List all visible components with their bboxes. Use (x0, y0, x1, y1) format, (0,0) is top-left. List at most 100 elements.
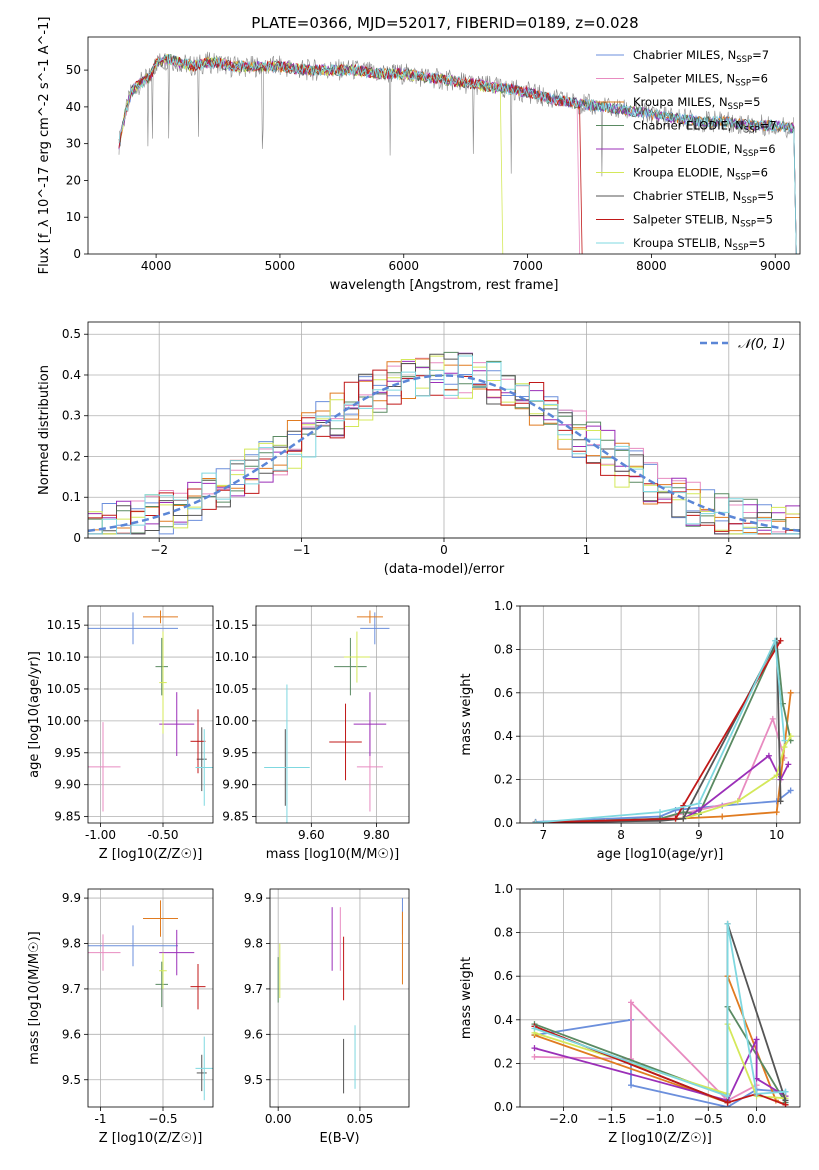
model-spectrum (118, 54, 504, 254)
x-tick-label: 1 (583, 543, 591, 557)
legend-label: Chabrier ELODIE, NSSP=7 (633, 119, 777, 136)
x-tick-label: −0.5 (148, 1112, 177, 1126)
plot-area (118, 51, 797, 254)
legend-label: Salpeter MILES, NSSP=6 (633, 72, 768, 89)
residual-histogram (88, 357, 800, 535)
x-tick-label: 9.60 (298, 828, 325, 842)
legend-label: 𝒩(0, 1) (738, 337, 785, 352)
x-tick-label: 6000 (388, 259, 419, 273)
weight-line (534, 1000, 758, 1102)
x-tick-label: 7 (540, 828, 548, 842)
y-tick-label: 0 (73, 531, 81, 545)
weight-line (535, 640, 782, 823)
y-axis-label: mass weight (459, 673, 474, 755)
y-tick-label: 0.1 (62, 490, 81, 504)
weight-marker (672, 815, 679, 822)
y-tick-label: 9.5 (62, 1073, 81, 1087)
x-tick-label: 0.0 (747, 1112, 766, 1126)
x-tick-label: -0.50 (147, 828, 178, 842)
y-tick-label: 9.85 (54, 810, 81, 824)
y-tick-label: 9.6 (244, 1027, 263, 1041)
weight-line (535, 716, 786, 823)
x-tick-label: 0 (440, 543, 448, 557)
legend-label: Salpeter ELODIE, NSSP=6 (633, 142, 776, 159)
legend-label: Kroupa STELIB, NSSP=5 (633, 236, 765, 253)
x-tick-label: 4000 (141, 259, 172, 273)
y-tick-label: 9.6 (62, 1027, 81, 1041)
y-tick-label: 10.05 (215, 682, 249, 696)
panel-weight_vs_z: −2.0 −1.5 −1.0 −0.5 0.0 0.0 0.2 0.4 0.6 0.8 1.0 Z [… (459, 882, 800, 1146)
y-tick-label: 0.8 (494, 926, 513, 940)
axes-frame (87, 888, 214, 1108)
weight-marker (787, 787, 794, 794)
axes-frame (519, 605, 801, 824)
y-tick-label: 10 (66, 210, 81, 224)
weight-marker (782, 1088, 789, 1095)
y-tick-label: 50 (66, 63, 81, 77)
legend-label: Kroupa MILES, NSSP=5 (633, 95, 760, 112)
y-tick-label: 9.5 (244, 1073, 263, 1087)
y-tick-label: 0.8 (494, 642, 513, 656)
panel-weight_vs_age: 7 8 9 10 0.0 0.2 0.4 0.6 0.8 1.0 age [log10(age/yr… (459, 599, 800, 862)
weight-marker (787, 733, 794, 740)
weight-marker (719, 813, 726, 820)
y-axis-label: Flux [f_λ 10^-17 erg cm^-2 s^-1 A^-1] (37, 17, 52, 275)
y-axis-label: age [log10(age/yr)] (27, 651, 42, 778)
weight-marker (695, 806, 702, 813)
x-tick-label: 8000 (636, 259, 667, 273)
y-tick-label: 0.6 (494, 686, 513, 700)
residual-histogram (88, 353, 800, 535)
weight-line (534, 1018, 786, 1107)
y-axis-label: Normed distribution (37, 365, 52, 495)
x-axis-label: age [log10(age/yr)] (597, 847, 724, 862)
y-tick-label: 9.7 (244, 982, 263, 996)
weight-marker (531, 1053, 538, 1060)
y-tick-label: 10.10 (47, 650, 81, 664)
weight-marker (769, 715, 776, 722)
x-tick-label: −1.5 (597, 1112, 626, 1126)
y-tick-label: 40 (66, 100, 81, 114)
y-tick-label: 0.0 (494, 816, 513, 830)
x-tick-label: 2 (725, 543, 733, 557)
y-tick-label: 1.0 (494, 599, 513, 613)
y-tick-label: 30 (66, 137, 81, 151)
weight-marker (781, 744, 788, 751)
y-tick-label: 10.05 (47, 682, 81, 696)
panel-mass_vs_z: -1 −0.5 9.5 9.6 9.7 9.8 9.9 Z [log10(Z/Z☉)] mass… (27, 889, 213, 1146)
weight-marker (680, 809, 687, 816)
weight-marker (753, 1036, 760, 1043)
y-tick-label: 10.15 (215, 618, 249, 632)
y-tick-label: 1.0 (494, 882, 513, 896)
legend-label: Chabrier STELIB, NSSP=5 (633, 189, 774, 206)
panel-mass_vs_ebv: 0.00 0.05 9.5 9.6 9.7 9.8 9.9 E(B-V) (244, 889, 409, 1146)
plot-area (88, 610, 213, 812)
y-tick-label: 10.15 (47, 618, 81, 632)
normal-curve (88, 374, 800, 533)
y-tick-label: 0.2 (494, 773, 513, 787)
weight-marker (628, 1082, 635, 1089)
x-tick-label: 8 (617, 828, 625, 842)
residual-histogram (88, 355, 800, 535)
weight-marker (532, 819, 539, 823)
y-tick-label: 9.9 (244, 891, 263, 905)
x-axis-label: Z [log10(Z/Z☉)] (99, 847, 203, 862)
y-tick-label: 9.90 (222, 778, 249, 792)
weight-marker (773, 809, 780, 816)
y-tick-label: 10.10 (215, 650, 249, 664)
weight-line (535, 637, 782, 823)
panel-age_vs_z: -1.00 -0.50 9.85 9.90 9.95 10.00 10.05 10.10 10.… (27, 606, 213, 862)
x-tick-label: −0.5 (694, 1112, 723, 1126)
weight-marker (724, 920, 731, 927)
y-tick-label: 0.3 (62, 409, 81, 423)
y-tick-label: 9.8 (62, 937, 81, 951)
panels: 4000 5000 6000 7000 8000 900001020304050wavel… (27, 17, 801, 1146)
y-tick-label: 10.00 (47, 714, 81, 728)
x-axis-label: Z [log10(Z/Z☉)] (99, 1131, 203, 1146)
axes-frame (87, 321, 801, 539)
y-tick-label: 10.00 (215, 714, 249, 728)
axes-frame (87, 36, 801, 255)
y-tick-label: 0 (73, 247, 81, 261)
weight-marker (680, 815, 687, 822)
plot-area (277, 898, 403, 1094)
weight-marker (787, 689, 794, 696)
